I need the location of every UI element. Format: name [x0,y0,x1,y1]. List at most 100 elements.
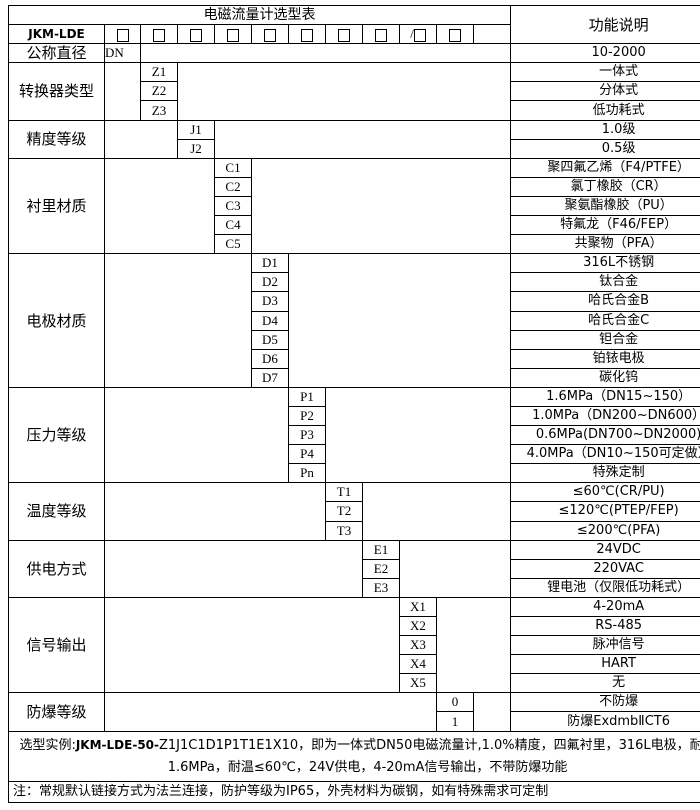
group-label: 压力等级 [8,386,105,484]
function-header: 功能说明 [510,4,700,45]
code-box-icon [153,28,165,42]
empty-cell [398,539,512,598]
table-row: 供电方式 E1 24VDC [8,539,700,598]
option-code: Z2 [140,81,178,102]
group-label: 衬里材质 [8,157,105,255]
group-label: 电极材质 [8,253,105,388]
option-desc: 不防爆 [510,692,700,713]
code-slot-1 [104,24,141,45]
option-desc: 316L不锈钢 [510,253,700,274]
empty-cell [104,119,178,159]
option-desc: 分体式 [510,81,700,102]
option-desc: 0.6MPa(DN700~DN2000) [510,425,700,446]
group-label: 信号输出 [8,596,105,694]
empty-cell [104,157,215,255]
code-slot-7 [325,24,363,45]
table-row: D5 钽合金 [9,329,700,350]
table-row: D2 钛合金 [9,272,700,293]
code-box-icon [190,28,202,42]
empty-cell [104,62,141,121]
option-desc: 钛合金 [510,272,700,293]
empty-cell [287,253,512,388]
code-slot-5 [251,24,289,45]
empty-cell [104,539,363,598]
table-row: 衬里材质 C1 聚四氟乙烯（F4/PTFE） [8,157,700,255]
code-box-icon [301,28,313,42]
empty-cell [176,62,512,121]
option-code: X3 [399,635,437,656]
group-label: 精度等级 [8,119,105,159]
code-slot-3 [177,24,215,45]
option-desc: 哈氏合金B [510,291,700,312]
option-desc: 氯丁橡胶（CR） [510,176,700,197]
option-code: C1 [214,157,252,178]
option-code: E3 [362,577,400,598]
option-code: C4 [214,215,252,236]
group-label: 供电方式 [8,539,105,598]
option-desc: 锂电池（仅限低功耗式） [510,577,700,598]
empty-cell [104,482,326,541]
option-desc: 无 [510,673,700,694]
option-desc: 共聚物（PFA） [510,234,700,255]
option-code: C5 [214,234,252,255]
option-desc: ≤60℃(CR/PU) [510,482,700,503]
note-row: 注：常规默认链接方式为法兰连接，防护等级为IP65，外壳材料为碳钢，如有特殊需求… [7,780,700,803]
option-desc: ≤200℃(PFA) [510,520,700,541]
example-text: Z1J1C1D1P1T1E1X10，即为一体式DN50电磁流量计,1.0%精度，… [159,737,700,775]
group-label: 防爆等级 [8,692,105,732]
option-code: D5 [251,329,289,350]
table-row: X3 脉冲信号 [9,635,700,656]
code-slot-8 [362,24,400,45]
dn-code: DN [104,43,141,64]
table-row: J2 0.5级 [9,138,700,159]
example-prefix: 选型实例: [19,737,76,753]
table-row: P3 0.6MPa(DN700~DN2000) [9,425,700,446]
option-code: P2 [288,405,326,427]
empty-cell [472,24,512,45]
table-row: 压力等级 P1 1.6MPa（DN15~150） [8,386,700,484]
option-desc: 钽合金 [510,329,700,350]
option-code: J1 [177,119,215,140]
code-box-icon [413,28,426,42]
option-code: P4 [288,444,326,465]
option-desc: 1.0级 [510,119,700,140]
table-row: T3 ≤200℃(PFA) [9,520,700,541]
option-code: D7 [251,367,289,388]
group-label: 转换器类型 [8,62,105,121]
table-row: 电极材质 D1 316L不锈钢 [8,253,700,388]
table-row: C3 聚氨酯橡胶（PU） [9,195,700,217]
table-row: P4 4.0MPa（DN10~150可定做） [9,444,700,465]
option-desc: HART [510,654,700,675]
option-code: D1 [251,253,289,274]
option-code: T2 [325,501,363,522]
empty-cell [472,692,512,732]
table-row: 1 防爆ExdmbⅡCT6 [9,711,700,732]
option-desc: 1.0MPa（DN200~DN600） [510,405,700,427]
option-desc: RS-485 [510,615,700,637]
table-row: 信号输出 X1 4-20mA [8,596,700,694]
model-code: JKM-LDE [8,24,105,45]
option-code: T3 [325,520,363,541]
option-desc: ≤120℃(PTEP/FEP) [510,501,700,522]
code-box-icon [264,28,276,42]
empty-cell [435,596,512,694]
group-label: 温度等级 [8,482,105,541]
code-box-icon [116,28,129,42]
empty-cell [104,253,252,388]
option-code: X4 [399,654,437,675]
code-slot-4 [214,24,252,45]
option-desc: 特氟龙（F46/FEP） [510,215,700,236]
example-model: JKM-LDE-50- [75,737,159,752]
table-row: X5 无 [9,673,700,694]
option-code: D3 [251,291,289,312]
table-title: 电磁流量计选型表 [7,4,512,26]
option-desc: 特殊定制 [510,463,700,484]
empty-cell [361,482,512,541]
option-desc: 0.5级 [510,138,700,159]
table-row: D4 哈氏合金C [9,310,700,331]
option-desc: 4.0MPa（DN10~150可定做） [510,444,700,465]
option-code: D2 [251,272,289,293]
option-desc: 4-20mA [510,596,700,618]
empty-cell [104,386,289,484]
option-desc: 铂铱电极 [510,348,700,369]
